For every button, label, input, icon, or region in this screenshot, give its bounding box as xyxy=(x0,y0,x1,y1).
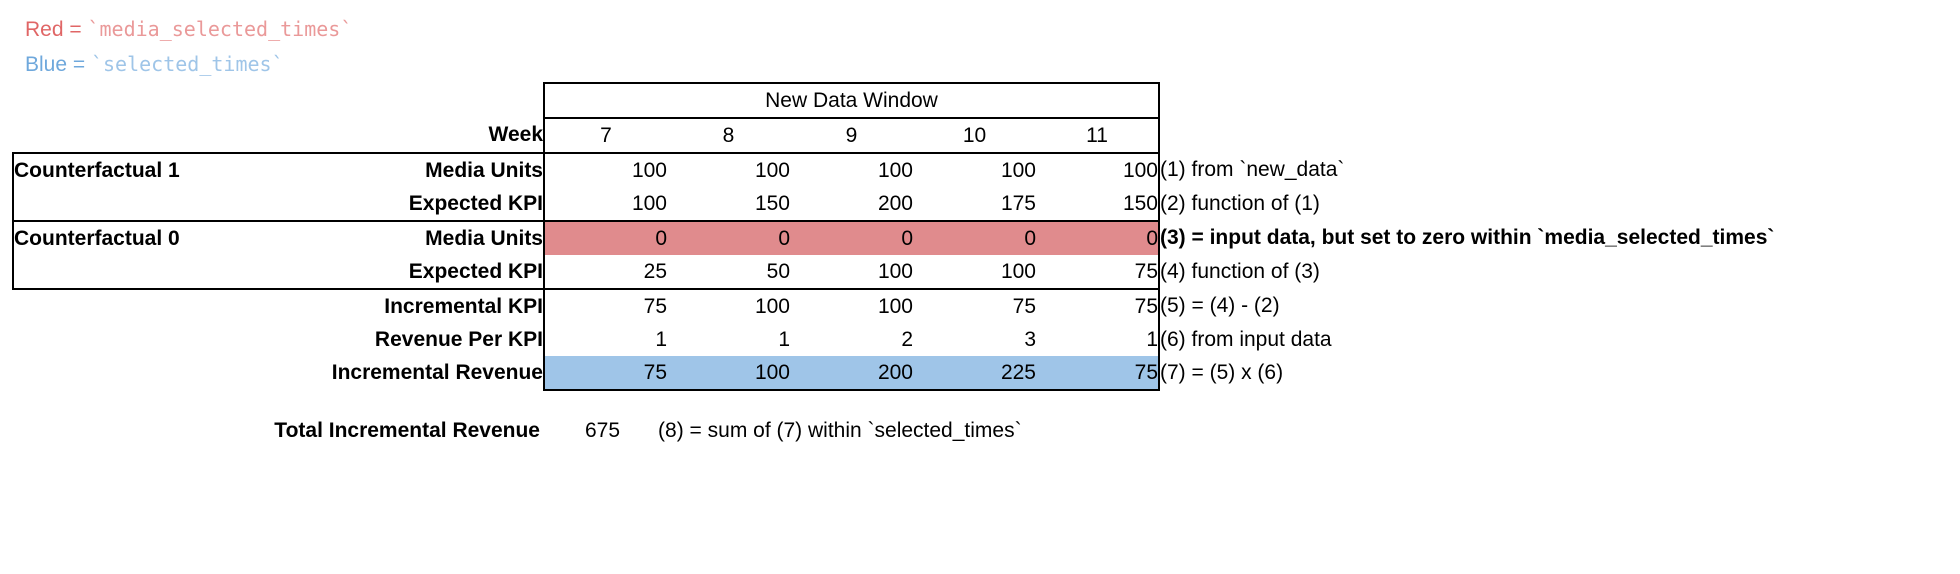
table-row-red-highlight: Counterfactual 0 Media Units 0 0 0 0 0 (… xyxy=(12,221,1775,255)
data-cell: 75 xyxy=(1036,356,1160,391)
data-cell: 0 xyxy=(1036,221,1160,255)
data-cell: 0 xyxy=(790,221,913,255)
data-cell: 75 xyxy=(1036,255,1160,290)
data-cell: 0 xyxy=(913,221,1036,255)
row-label: Media Units xyxy=(215,152,544,187)
legend-red-label: Red = xyxy=(25,18,88,41)
total-label: Total Incremental Revenue xyxy=(274,419,540,442)
data-cell: 100 xyxy=(754,294,790,318)
data-cell: 1 xyxy=(543,323,667,356)
row-label: Expected KPI xyxy=(215,255,544,290)
data-cell: 100 xyxy=(543,187,667,222)
group-label xyxy=(12,187,215,222)
data-cell: 150 xyxy=(667,187,790,222)
table-row: Expected KPI 100 150 200 175 150 (2) fun… xyxy=(12,187,1775,222)
data-cell: 200 xyxy=(790,356,913,391)
spacer-cell xyxy=(1159,118,1775,153)
row-label: Revenue Per KPI xyxy=(374,327,543,351)
row-annotation: (3) = input data, but set to zero within… xyxy=(1160,226,1775,249)
legend-blue-line: Blue = `selected_times` xyxy=(25,47,352,82)
week-label: Week xyxy=(488,123,543,146)
data-cell: 75 xyxy=(1012,294,1036,318)
data-cell: 25 xyxy=(543,255,667,290)
spacer-cell xyxy=(215,83,544,118)
group-label: Counterfactual 0 xyxy=(12,221,215,255)
spacer-cell xyxy=(13,83,215,118)
data-cell: 0 xyxy=(667,221,790,255)
row-annotation: (5) = (4) - (2) xyxy=(1160,294,1280,317)
data-cell: 1 xyxy=(778,327,790,351)
week-row: Week 7 8 9 10 11 xyxy=(13,118,1775,153)
week-cell: 8 xyxy=(722,123,735,147)
group-label xyxy=(12,255,215,290)
week-cell: 11 xyxy=(1036,118,1160,153)
data-cell: 3 xyxy=(1024,327,1036,351)
group-label: Counterfactual 1 xyxy=(12,152,215,187)
legend-blue-label: Blue = xyxy=(25,53,91,76)
week-cell: 9 xyxy=(845,123,858,147)
row-label: Expected KPI xyxy=(215,187,544,222)
data-cell: 75 xyxy=(543,356,667,391)
row-annotation: (6) from input data xyxy=(1160,327,1332,351)
data-cell: 1 xyxy=(1036,323,1160,356)
row-annotation: (4) function of (3) xyxy=(1160,260,1320,283)
week-cell: 7 xyxy=(543,118,667,153)
data-cell: 100 xyxy=(667,356,790,391)
spacer-cell xyxy=(13,323,215,356)
data-cell: 100 xyxy=(1036,152,1160,187)
legend-blue-code: `selected_times` xyxy=(90,52,284,76)
data-cell: 75 xyxy=(1036,289,1160,323)
data-cell: 100 xyxy=(913,255,1036,290)
total-annotation: (8) = sum of (7) within `selected_times` xyxy=(658,419,1022,442)
week-cell: 10 xyxy=(962,123,987,147)
data-cell: 0 xyxy=(543,221,667,255)
row-annotation: (7) = (5) x (6) xyxy=(1160,361,1284,384)
data-cell: 100 xyxy=(543,152,667,187)
total-row: Total Incremental Revenue 675 (8) = sum … xyxy=(12,419,1022,443)
table-row-blue-highlight: Incremental Revenue 75 100 200 225 75 (7… xyxy=(13,356,1775,391)
color-legend: Red = `media_selected_times` Blue = `sel… xyxy=(25,12,352,82)
data-cell: 100 xyxy=(790,255,913,290)
window-header: New Data Window xyxy=(543,82,1160,119)
table-row: Revenue Per KPI 1 1 2 3 1 (6) from input… xyxy=(13,323,1775,356)
spacer-cell xyxy=(13,118,215,153)
legend-red-code: `media_selected_times` xyxy=(87,17,353,41)
spacer-cell xyxy=(1159,83,1775,118)
window-header-row: New Data Window xyxy=(13,82,1775,119)
row-annotation: (1) from `new_data` xyxy=(1160,158,1345,181)
row-annotation: (2) function of (1) xyxy=(1160,192,1320,215)
data-cell: 150 xyxy=(1036,187,1160,222)
data-cell: 225 xyxy=(913,356,1036,391)
calculation-table: New Data Window Week 7 8 9 10 11 Counter… xyxy=(12,82,1776,391)
spacer-cell xyxy=(13,289,215,323)
data-cell: 100 xyxy=(913,152,1036,187)
table-row: Counterfactual 1 Media Units 100 100 100… xyxy=(12,152,1775,187)
spacer-cell xyxy=(13,356,215,390)
row-label: Incremental Revenue xyxy=(331,361,543,384)
row-label: Incremental KPI xyxy=(384,294,543,318)
data-cell: 100 xyxy=(790,152,913,187)
data-cell: 200 xyxy=(790,187,913,222)
row-label: Media Units xyxy=(425,226,543,250)
data-cell: 75 xyxy=(543,289,667,323)
total-value: 675 xyxy=(585,419,621,442)
data-cell: 100 xyxy=(877,294,913,318)
data-cell: 175 xyxy=(913,187,1036,222)
table-row: Incremental KPI 75 100 100 75 75 (5) = (… xyxy=(13,289,1775,323)
data-cell: 2 xyxy=(901,327,913,351)
table-row: Expected KPI 25 50 100 100 75 (4) functi… xyxy=(12,255,1775,290)
data-cell: 100 xyxy=(667,152,790,187)
legend-red-line: Red = `media_selected_times` xyxy=(25,12,352,47)
data-cell: 50 xyxy=(667,255,790,290)
